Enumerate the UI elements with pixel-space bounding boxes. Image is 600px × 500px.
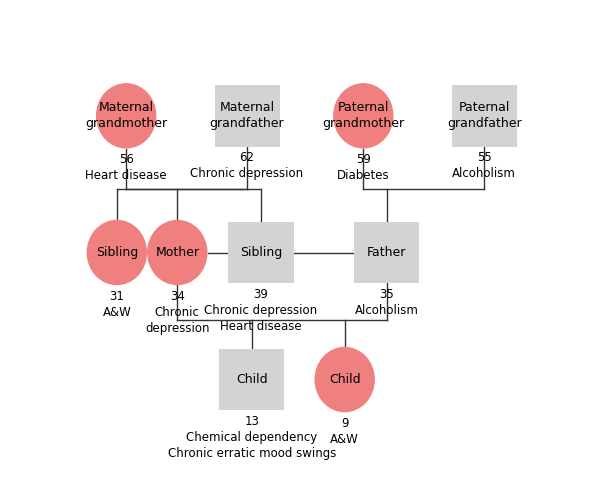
Text: 55
Alcoholism: 55 Alcoholism — [452, 151, 516, 180]
Text: 31
A&W: 31 A&W — [103, 290, 131, 319]
Text: 35
Alcoholism: 35 Alcoholism — [355, 288, 418, 317]
Text: Mother: Mother — [155, 246, 199, 259]
Text: 13
Chemical dependency
Chronic erratic mood swings: 13 Chemical dependency Chronic erratic m… — [167, 415, 336, 460]
Ellipse shape — [333, 83, 394, 148]
Text: 56
Heart disease: 56 Heart disease — [85, 153, 167, 182]
FancyBboxPatch shape — [219, 349, 284, 410]
Text: 39
Chronic depression
Heart disease: 39 Chronic depression Heart disease — [205, 288, 317, 333]
Text: Paternal
grandfather: Paternal grandfather — [447, 102, 521, 130]
FancyBboxPatch shape — [354, 222, 419, 284]
Text: Child: Child — [236, 373, 268, 386]
FancyBboxPatch shape — [215, 85, 280, 146]
Text: Paternal
grandmother: Paternal grandmother — [322, 102, 404, 130]
Text: Maternal
grandfather: Maternal grandfather — [210, 102, 284, 130]
Ellipse shape — [96, 83, 157, 148]
FancyBboxPatch shape — [229, 222, 293, 284]
Text: Maternal
grandmother: Maternal grandmother — [85, 102, 167, 130]
Text: 34
Chronic
depression: 34 Chronic depression — [145, 290, 209, 335]
Ellipse shape — [147, 220, 208, 285]
Text: Child: Child — [329, 373, 361, 386]
Text: Sibling: Sibling — [96, 246, 138, 259]
FancyBboxPatch shape — [452, 85, 517, 146]
Text: 59
Diabetes: 59 Diabetes — [337, 153, 389, 182]
Text: Sibling: Sibling — [240, 246, 282, 259]
Text: 62
Chronic depression: 62 Chronic depression — [190, 151, 304, 180]
Text: Father: Father — [367, 246, 406, 259]
Ellipse shape — [86, 220, 147, 285]
Text: 9
A&W: 9 A&W — [331, 417, 359, 446]
Ellipse shape — [314, 347, 375, 412]
